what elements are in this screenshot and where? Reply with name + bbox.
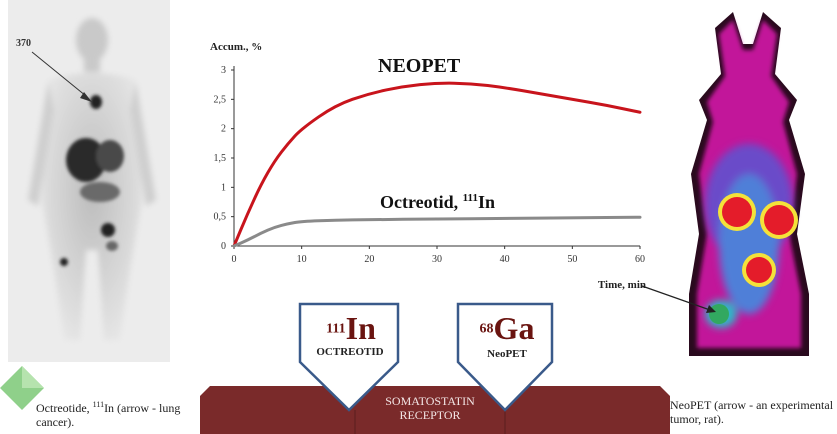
neopet-scan-image xyxy=(659,4,835,364)
in111-mass-number: 111 xyxy=(326,321,346,337)
x-tick-label: 0 xyxy=(232,254,237,265)
x-tick-label: 60 xyxy=(635,254,645,265)
receptor-label: SOMATOSTATIN RECEPTOR xyxy=(355,394,505,422)
octreotid-label-rest: In xyxy=(478,192,495,212)
neopet-series-label: NEOPET xyxy=(378,55,461,77)
y-axis-label: Accum., % xyxy=(210,41,262,53)
ga68-label: 68Ga xyxy=(468,310,546,347)
in111-element: In xyxy=(345,310,376,346)
right-caption: NeoPET (arrow - an experimental tumor, r… xyxy=(670,398,834,426)
y-tick-label: 0,5 xyxy=(214,212,227,223)
left-caption-prefix: Octreotide, xyxy=(36,401,93,415)
tumor-arrow xyxy=(641,285,716,313)
neopet-pentagon xyxy=(456,302,554,412)
left-caption-rest: In (arrow - lung cancer). xyxy=(36,401,181,429)
ga68-mass-number: 68 xyxy=(479,321,494,337)
neopet-series-line xyxy=(232,81,642,248)
receptor-binding-diagram xyxy=(200,302,670,434)
x-tick-label: 40 xyxy=(500,254,510,265)
x-tick-label: 20 xyxy=(364,254,374,265)
left-caption-sup: 111 xyxy=(92,400,105,409)
receptor-label-line2: RECEPTOR xyxy=(399,408,461,422)
y-tick-label: 2,5 xyxy=(214,94,227,105)
x-tick-label: 30 xyxy=(432,254,442,265)
green-diamond-icon xyxy=(0,366,44,410)
octreotid-label: OCTREOTID xyxy=(316,346,384,358)
octreotide-scan-image xyxy=(8,0,170,362)
octreotid-pentagon xyxy=(298,302,400,412)
x-axis-label: Time, min xyxy=(598,279,646,291)
y-tick-label: 1,5 xyxy=(214,153,227,164)
octreotid-label-text: Octreotid, xyxy=(380,192,463,212)
y-tick-label: 0 xyxy=(221,241,226,252)
in111-label: 111In xyxy=(312,310,390,347)
x-tick-label: 50 xyxy=(567,254,577,265)
y-tick-label: 2 xyxy=(221,124,226,135)
y-tick-label: 1 xyxy=(221,182,226,193)
octreotid-series-line xyxy=(232,215,642,248)
receptor-band xyxy=(200,386,670,434)
x-tick-label: 10 xyxy=(297,254,307,265)
ga68-element: Ga xyxy=(493,310,535,346)
receptor-label-line1: SOMATOSTATIN xyxy=(385,394,475,408)
left-caption: Octreotide, 111In (arrow - lung cancer). xyxy=(36,398,186,429)
scan-marker-label: 370 xyxy=(16,38,31,49)
y-tick-label: 3 xyxy=(221,65,226,76)
octreotid-label-sup: 111 xyxy=(463,192,478,204)
neopet-box-label: NeoPET xyxy=(487,348,527,360)
octreotid-series-label: Octreotid, 111In xyxy=(380,192,495,212)
